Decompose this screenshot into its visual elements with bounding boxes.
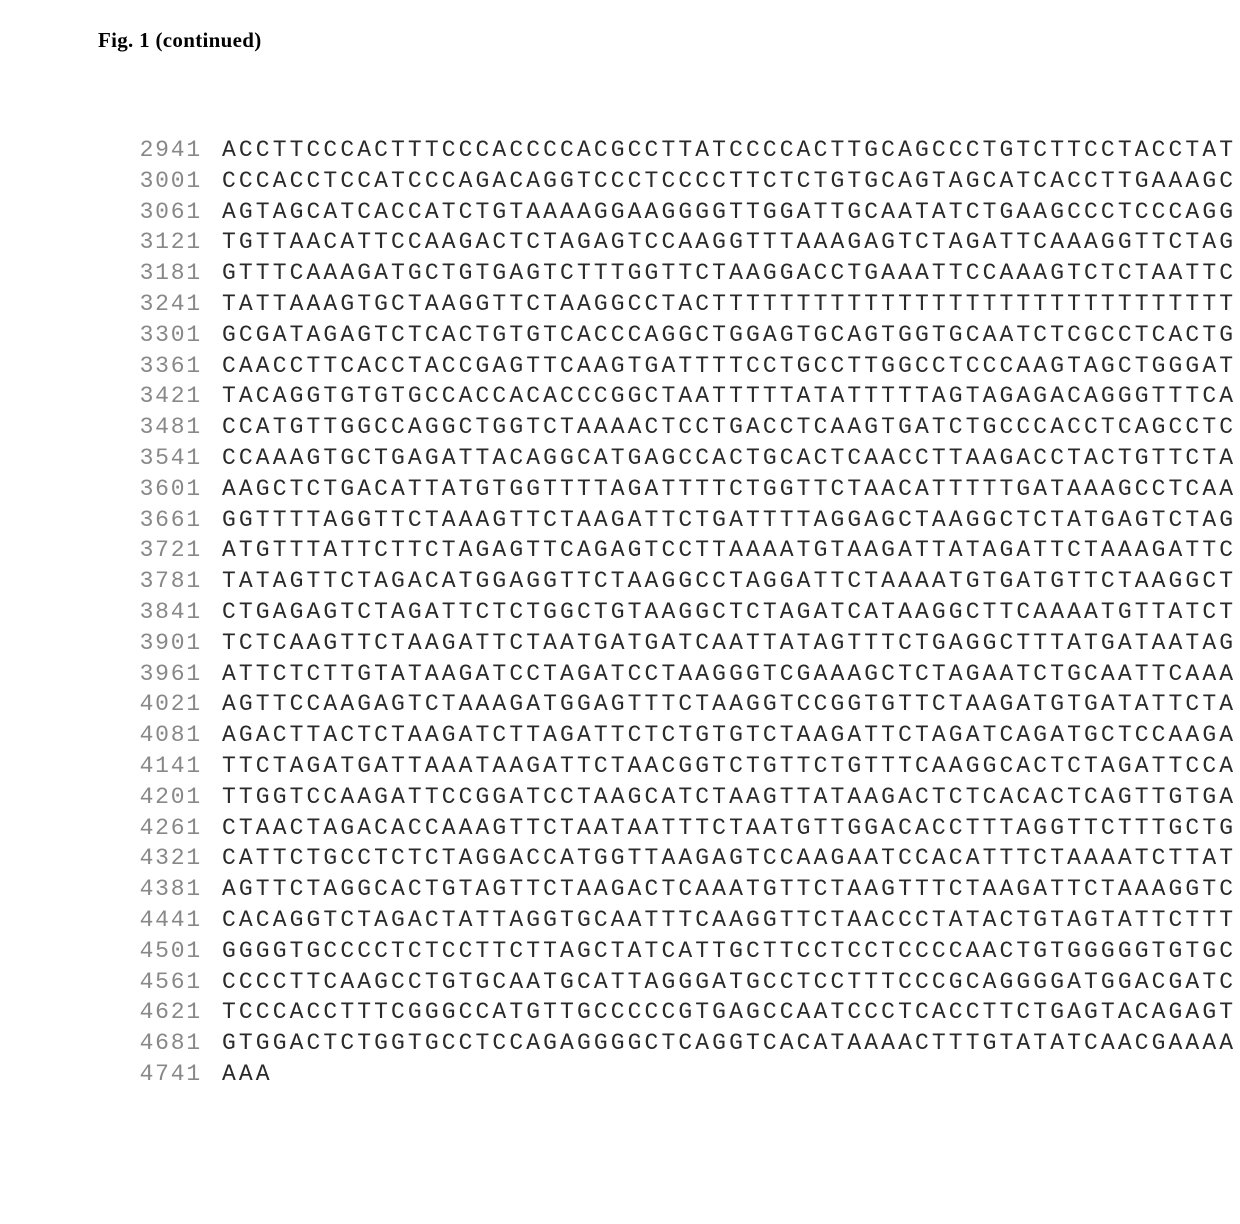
sequence-row: 4021 AGTTCCAAGAGTCTAAAGATGGAGTTTCTAAGGTCC… <box>96 689 1240 720</box>
sequence-row: 3541 CCAAAGTGCTGAGATTACAGGCATGAGCCACTGCAC… <box>96 443 1240 474</box>
position-label: 3241 <box>96 289 202 320</box>
sequence-text: ATGTTTATTCTTCTAGAGTTCAGAGTCCTTAAAATGTAAG… <box>222 535 1236 566</box>
sequence-row: 2941 ACCTTCCCACTTTCCCACCCCACGCCTTATCCCCAC… <box>96 135 1240 166</box>
sequence-row: 3061 AGTAGCATCACCATCTGTAAAAGGAAGGGGTTGGAT… <box>96 197 1240 228</box>
sequence-text: TGTTAACATTCCAAGACTCTAGAGTCCAAGGTTTAAAGAG… <box>222 227 1236 258</box>
sequence-text: TCCCACCTTTCGGGCCATGTTGCCCCCGTGAGCCAATCCC… <box>222 997 1236 1028</box>
position-label: 4321 <box>96 843 202 874</box>
sequence-row: 3841 CTGAGAGTCTAGATTCTCTGGCTGTAAGGCTCTAGA… <box>96 597 1240 628</box>
sequence-text: GCGATAGAGTCTCACTGTGTCACCCAGGCTGGAGTGCAGT… <box>222 320 1236 351</box>
figure-title: Fig. 1 (continued) <box>0 28 1240 53</box>
sequence-row: 4561 CCCCTTCAAGCCTGTGCAATGCATTAGGGATGCCTC… <box>96 967 1240 998</box>
sequence-text: AGTTCTAGGCACTGTAGTTCTAAGACTCAAATGTTCTAAG… <box>222 874 1236 905</box>
sequence-row: 3241 TATTAAAGTGCTAAGGTTCTAAGGCCTACTTTTTTT… <box>96 289 1240 320</box>
position-label: 3181 <box>96 258 202 289</box>
sequence-row: 3781 TATAGTTCTAGACATGGAGGTTCTAAGGCCTAGGAT… <box>96 566 1240 597</box>
sequence-text: GGTTTTAGGTTCTAAAGTTCTAAGATTCTGATTTTAGGAG… <box>222 505 1236 536</box>
sequence-row: 4681 GTGGACTCTGGTGCCTCCAGAGGGGCTCAGGTCACA… <box>96 1028 1240 1059</box>
sequence-text: GTTTCAAAGATGCTGTGAGTCTTTGGTTCTAAGGACCTGA… <box>222 258 1236 289</box>
sequence-text: CCCCTTCAAGCCTGTGCAATGCATTAGGGATGCCTCCTTT… <box>222 967 1236 998</box>
position-label: 3721 <box>96 535 202 566</box>
sequence-row: 3361 CAACCTTCACCTACCGAGTTCAAGTGATTTTCCTGC… <box>96 351 1240 382</box>
sequence-text: CACAGGTCTAGACTATTAGGTGCAATTTCAAGGTTCTAAC… <box>222 905 1236 936</box>
position-label: 3541 <box>96 443 202 474</box>
sequence-row: 3901 TCTCAAGTTCTAAGATTCTAATGATGATCAATTATA… <box>96 628 1240 659</box>
sequence-block: 2941 ACCTTCCCACTTTCCCACCCCACGCCTTATCCCCAC… <box>0 135 1240 1090</box>
position-label: 3841 <box>96 597 202 628</box>
sequence-row: 3181 GTTTCAAAGATGCTGTGAGTCTTTGGTTCTAAGGAC… <box>96 258 1240 289</box>
sequence-row: 4501 GGGGTGCCCCTCTCCTTCTTAGCTATCATTGCTTCC… <box>96 936 1240 967</box>
position-label: 4681 <box>96 1028 202 1059</box>
position-label: 3781 <box>96 566 202 597</box>
sequence-row: 4141 TTCTAGATGATTAAATAAGATTCTAACGGTCTGTTC… <box>96 751 1240 782</box>
position-label: 4621 <box>96 997 202 1028</box>
sequence-row: 4621 TCCCACCTTTCGGGCCATGTTGCCCCCGTGAGCCAA… <box>96 997 1240 1028</box>
position-label: 3001 <box>96 166 202 197</box>
position-label: 4141 <box>96 751 202 782</box>
sequence-row: 3301 GCGATAGAGTCTCACTGTGTCACCCAGGCTGGAGTG… <box>96 320 1240 351</box>
position-label: 3301 <box>96 320 202 351</box>
sequence-text: CTAACTAGACACCAAAGTTCTAATAATTTCTAATGTTGGA… <box>222 813 1236 844</box>
position-label: 4201 <box>96 782 202 813</box>
sequence-row: 4321 CATTCTGCCTCTCTAGGACCATGGTTAAGAGTCCAA… <box>96 843 1240 874</box>
sequence-row: 4381 AGTTCTAGGCACTGTAGTTCTAAGACTCAAATGTTC… <box>96 874 1240 905</box>
position-label: 4021 <box>96 689 202 720</box>
position-label: 4741 <box>96 1059 202 1090</box>
sequence-text: CTGAGAGTCTAGATTCTCTGGCTGTAAGGCTCTAGATCAT… <box>222 597 1236 628</box>
sequence-row: 3121 TGTTAACATTCCAAGACTCTAGAGTCCAAGGTTTAA… <box>96 227 1240 258</box>
sequence-text: TACAGGTGTGTGCCACCACACCCGGCTAATTTTTATATTT… <box>222 381 1236 412</box>
sequence-row: 4201 TTGGTCCAAGATTCCGGATCCTAAGCATCTAAGTTA… <box>96 782 1240 813</box>
sequence-text: CCCACCTCCATCCCAGACAGGTCCCTCCCCTTCTCTGTGC… <box>222 166 1236 197</box>
position-label: 3061 <box>96 197 202 228</box>
sequence-text: GGGGTGCCCCTCTCCTTCTTAGCTATCATTGCTTCCTCCT… <box>222 936 1236 967</box>
sequence-text: CAACCTTCACCTACCGAGTTCAAGTGATTTTCCTGCCTTG… <box>222 351 1236 382</box>
sequence-row: 3421 TACAGGTGTGTGCCACCACACCCGGCTAATTTTTAT… <box>96 381 1240 412</box>
position-label: 4381 <box>96 874 202 905</box>
sequence-row: 4441 CACAGGTCTAGACTATTAGGTGCAATTTCAAGGTTC… <box>96 905 1240 936</box>
position-label: 4081 <box>96 720 202 751</box>
sequence-text: ACCTTCCCACTTTCCCACCCCACGCCTTATCCCCACTTGC… <box>222 135 1236 166</box>
sequence-text: AAGCTCTGACATTATGTGGTTTTAGATTTTCTGGTTCTAA… <box>222 474 1236 505</box>
sequence-text: AGACTTACTCTAAGATCTTAGATTCTCTGTGTCTAAGATT… <box>222 720 1236 751</box>
sequence-row: 3001 CCCACCTCCATCCCAGACAGGTCCCTCCCCTTCTCT… <box>96 166 1240 197</box>
position-label: 3361 <box>96 351 202 382</box>
sequence-row: 4261 CTAACTAGACACCAAAGTTCTAATAATTTCTAATGT… <box>96 813 1240 844</box>
sequence-row: 3721 ATGTTTATTCTTCTAGAGTTCAGAGTCCTTAAAATG… <box>96 535 1240 566</box>
sequence-text: TTCTAGATGATTAAATAAGATTCTAACGGTCTGTTCTGTT… <box>222 751 1236 782</box>
sequence-row: 3481 CCATGTTGGCCAGGCTGGTCTAAAACTCCTGACCTC… <box>96 412 1240 443</box>
position-label: 3661 <box>96 505 202 536</box>
sequence-row: 4081 AGACTTACTCTAAGATCTTAGATTCTCTGTGTCTAA… <box>96 720 1240 751</box>
sequence-row: 3961 ATTCTCTTGTATAAGATCCTAGATCCTAAGGGTCGA… <box>96 659 1240 690</box>
position-label: 4501 <box>96 936 202 967</box>
position-label: 4441 <box>96 905 202 936</box>
sequence-text: TCTCAAGTTCTAAGATTCTAATGATGATCAATTATAGTTT… <box>222 628 1236 659</box>
sequence-text: CCATGTTGGCCAGGCTGGTCTAAAACTCCTGACCTCAAGT… <box>222 412 1236 443</box>
sequence-row: 3661 GGTTTTAGGTTCTAAAGTTCTAAGATTCTGATTTTA… <box>96 505 1240 536</box>
sequence-text: ATTCTCTTGTATAAGATCCTAGATCCTAAGGGTCGAAAGC… <box>222 659 1236 690</box>
position-label: 3121 <box>96 227 202 258</box>
sequence-text: AAA <box>222 1059 273 1090</box>
position-label: 3901 <box>96 628 202 659</box>
position-label: 3481 <box>96 412 202 443</box>
sequence-row: 4741 AAA <box>96 1059 1240 1090</box>
sequence-text: TTGGTCCAAGATTCCGGATCCTAAGCATCTAAGTTATAAG… <box>222 782 1236 813</box>
position-label: 3421 <box>96 381 202 412</box>
position-label: 3601 <box>96 474 202 505</box>
position-label: 2941 <box>96 135 202 166</box>
sequence-text: AGTTCCAAGAGTCTAAAGATGGAGTTTCTAAGGTCCGGTG… <box>222 689 1236 720</box>
position-label: 3961 <box>96 659 202 690</box>
position-label: 4261 <box>96 813 202 844</box>
sequence-text: CATTCTGCCTCTCTAGGACCATGGTTAAGAGTCCAAGAAT… <box>222 843 1236 874</box>
sequence-text: AGTAGCATCACCATCTGTAAAAGGAAGGGGTTGGATTGCA… <box>222 197 1236 228</box>
position-label: 4561 <box>96 967 202 998</box>
sequence-row: 3601 AAGCTCTGACATTATGTGGTTTTAGATTTTCTGGTT… <box>96 474 1240 505</box>
sequence-text: TATAGTTCTAGACATGGAGGTTCTAAGGCCTAGGATTCTA… <box>222 566 1236 597</box>
sequence-text: CCAAAGTGCTGAGATTACAGGCATGAGCCACTGCACTCAA… <box>222 443 1236 474</box>
sequence-text: GTGGACTCTGGTGCCTCCAGAGGGGCTCAGGTCACATAAA… <box>222 1028 1236 1059</box>
sequence-text: TATTAAAGTGCTAAGGTTCTAAGGCCTACTTTTTTTTTTT… <box>222 289 1236 320</box>
